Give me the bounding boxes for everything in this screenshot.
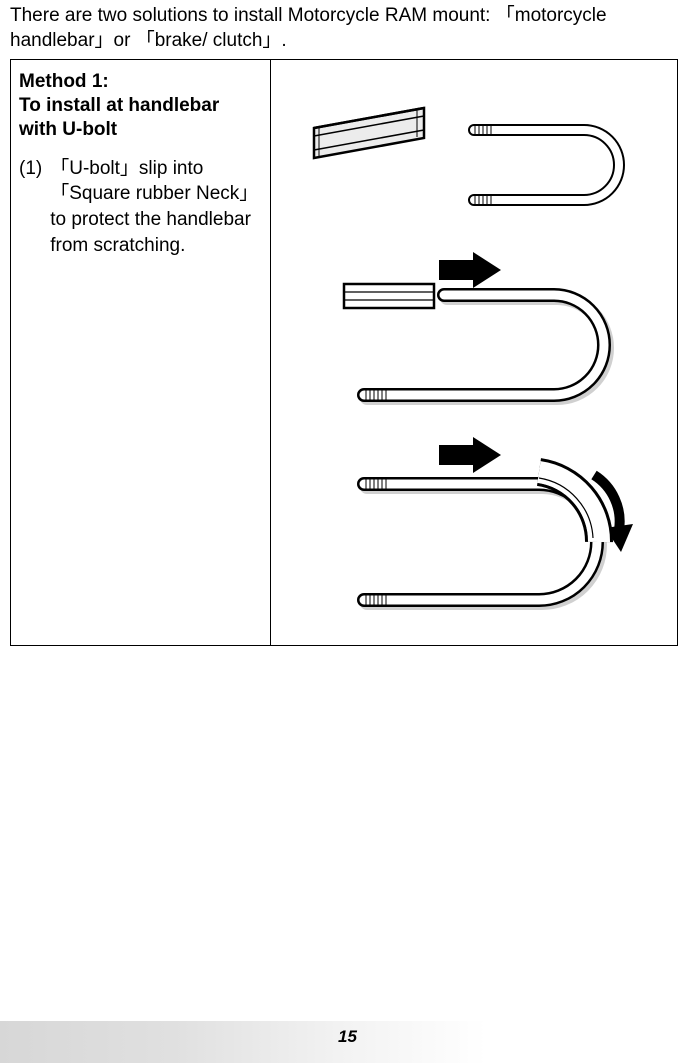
arrow-step2-icon (439, 252, 501, 288)
u-bolt-step2-icon (344, 284, 607, 401)
rubber-sleeve-icon (314, 108, 424, 158)
content-table: Method 1: To install at handlebar with U… (10, 59, 678, 646)
arrow-step3-icon (439, 437, 501, 473)
footer-bar: 15 (0, 1021, 695, 1063)
page-number: 15 (338, 1027, 357, 1047)
u-bolt-top-icon (474, 125, 619, 205)
step-number: (1) (19, 156, 42, 259)
install-diagram (279, 70, 669, 635)
step-item: (1) 「U-bolt」slip into 「Square rubber Nec… (19, 156, 262, 259)
method-title-line1: Method 1: (19, 71, 109, 92)
method-title: Method 1: To install at handlebar with U… (19, 70, 262, 141)
step-text: 「U-bolt」slip into 「Square rubber Neck」to… (46, 156, 262, 259)
intro-text: There are two solutions to install Motor… (10, 4, 685, 53)
method-title-line2: To install at handlebar with U-bolt (19, 95, 219, 140)
u-bolt-step3-icon (364, 472, 600, 606)
right-cell (271, 60, 678, 646)
left-cell: Method 1: To install at handlebar with U… (11, 60, 271, 646)
